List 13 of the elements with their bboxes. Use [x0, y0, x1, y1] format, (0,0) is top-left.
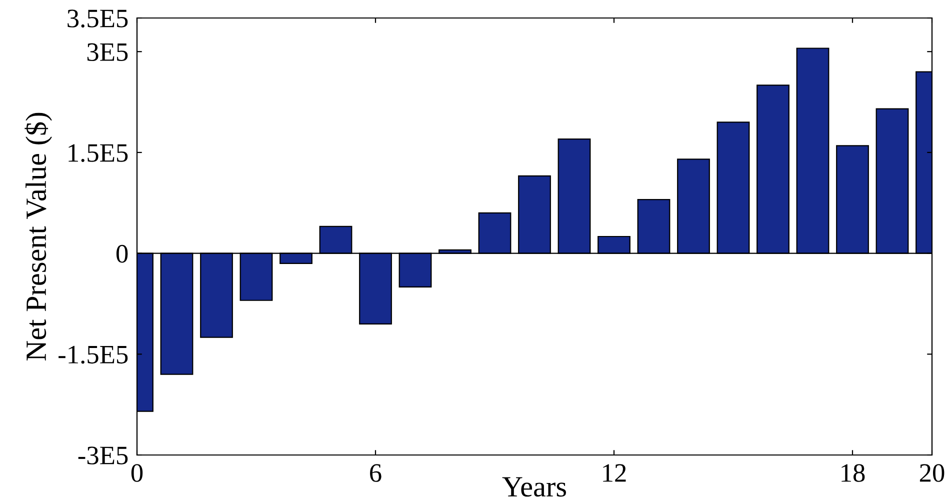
- y-tick-label: 0: [116, 244, 128, 263]
- y-tick-label: -1.5E5: [58, 346, 128, 364]
- x-tick-label: 18: [842, 464, 865, 482]
- y-axis-title: Net Present Value ($): [24, 112, 52, 361]
- x-tick-label: 6: [370, 464, 382, 482]
- x-tick-label: 0: [131, 464, 143, 482]
- x-tick-label: 20: [920, 464, 944, 482]
- y-tick-label: 1.5E5: [68, 144, 128, 162]
- y-tick-label: 3.5E5: [68, 10, 128, 28]
- x-axis-title: Years: [502, 477, 566, 497]
- y-tick-label: 3E5: [87, 43, 128, 62]
- x-tick-label: 12: [603, 464, 626, 482]
- y-tick-label: -3E5: [78, 446, 128, 464]
